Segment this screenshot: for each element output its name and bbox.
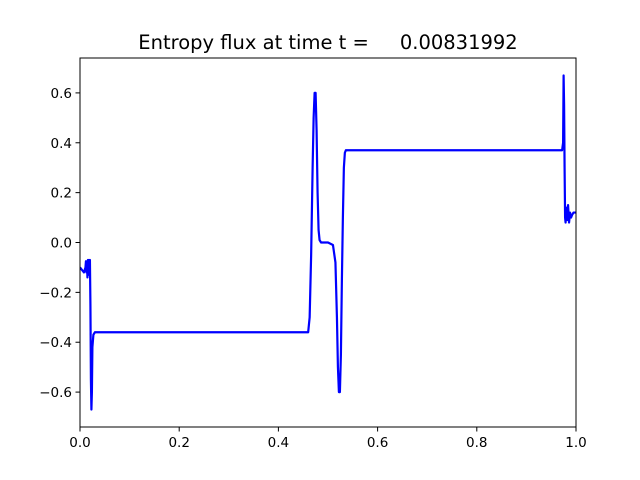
x-axis: 0.0 0.2 0.4 0.6 0.8 1.0	[69, 427, 587, 451]
x-tick-label: 1.0	[565, 435, 586, 451]
y-axis: −0.6 −0.4 −0.2 0.0 0.2 0.4 0.6	[39, 86, 80, 401]
x-tick-label: 0.2	[168, 435, 189, 451]
y-tick-label: −0.2	[39, 285, 72, 301]
y-tick-label: 0.6	[51, 86, 72, 102]
series-line-0	[80, 74, 576, 411]
x-tick-label: 0.4	[268, 435, 289, 451]
y-tick-label: 0.4	[51, 136, 72, 152]
chart-title: Entropy flux at time t = 0.00831992	[138, 31, 517, 54]
y-tick-label: 0.0	[51, 236, 72, 252]
x-tick-label: 0.0	[69, 435, 90, 451]
plot-frame	[79, 57, 577, 428]
y-tick-label: −0.4	[39, 335, 72, 351]
plot-area	[80, 74, 576, 411]
y-tick-label: −0.6	[39, 385, 72, 401]
x-tick-label: 0.8	[466, 435, 487, 451]
x-tick-label: 0.6	[367, 435, 388, 451]
y-tick-label: 0.2	[51, 186, 72, 202]
